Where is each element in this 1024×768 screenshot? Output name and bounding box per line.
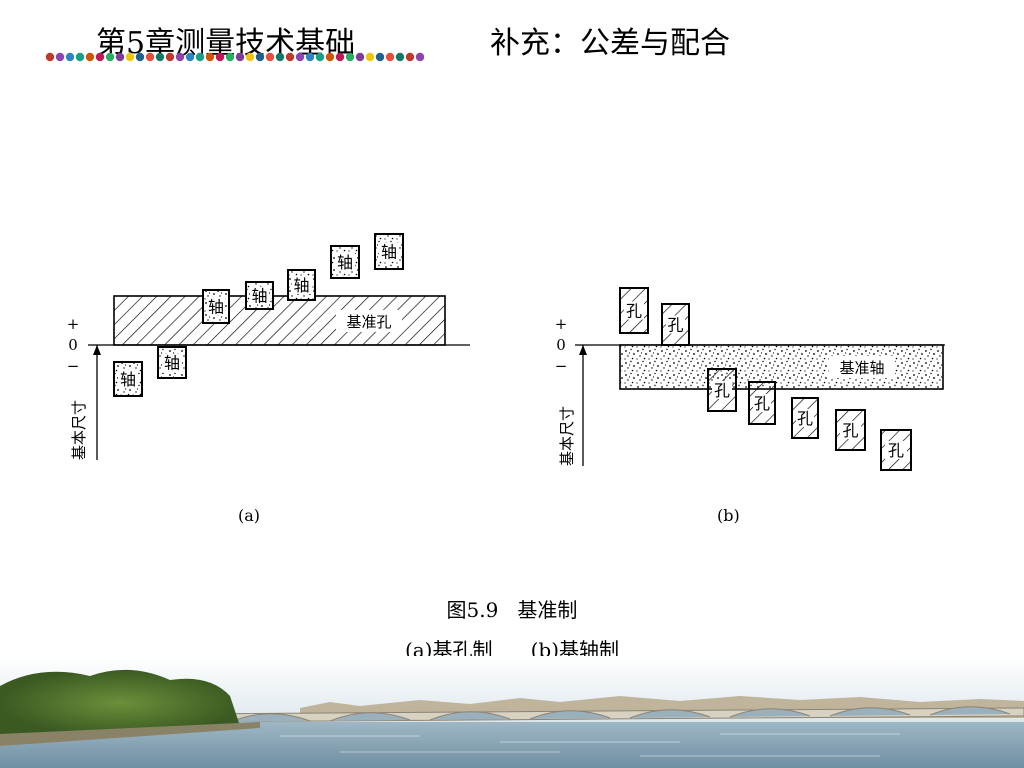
decorative-dot bbox=[155, 52, 165, 62]
shaft-tolerance-box-label: 轴 bbox=[251, 287, 267, 306]
axis-arrow bbox=[93, 345, 101, 355]
decorative-dot bbox=[115, 52, 125, 62]
decorative-dot bbox=[45, 52, 55, 62]
figure-a-label: (a) bbox=[238, 506, 261, 525]
hole-tolerance-box: 孔 bbox=[791, 397, 819, 439]
hole-tolerance-box-label: 孔 bbox=[888, 441, 904, 460]
decorative-dot bbox=[395, 52, 405, 62]
hole-tolerance-box-label: 孔 bbox=[797, 409, 813, 428]
decorative-dot bbox=[355, 52, 365, 62]
decorative-dot bbox=[325, 52, 335, 62]
shaft-tolerance-box-label: 轴 bbox=[120, 370, 136, 389]
shaft-tolerance-box: 轴 bbox=[202, 289, 230, 324]
bridge-landscape-banner bbox=[0, 656, 1024, 768]
hole-tolerance-box-label: 孔 bbox=[714, 381, 730, 400]
axis-minus-sign: − bbox=[67, 357, 80, 375]
axis-zero-label: 0 bbox=[68, 336, 78, 354]
decorative-dot bbox=[275, 52, 285, 62]
decorative-dot bbox=[65, 52, 75, 62]
figure-caption-title: 图5.9 基准制 bbox=[446, 598, 578, 622]
shaft-tolerance-box-label: 轴 bbox=[293, 276, 309, 295]
decorative-dot bbox=[185, 52, 195, 62]
decorative-dot bbox=[295, 52, 305, 62]
hole-tolerance-box: 孔 bbox=[880, 429, 912, 471]
decorative-dot bbox=[405, 52, 415, 62]
decorative-dot bbox=[365, 52, 375, 62]
decorative-dot bbox=[375, 52, 385, 62]
datum-hole-label-bg bbox=[336, 310, 402, 332]
decorative-dot bbox=[305, 52, 315, 62]
decorative-dot bbox=[225, 52, 235, 62]
figure-b-label: (b) bbox=[717, 506, 740, 525]
shaft-tolerance-box-label: 轴 bbox=[164, 354, 180, 373]
axis-arrow bbox=[579, 345, 587, 355]
decorative-dot bbox=[255, 52, 265, 62]
shaft-tolerance-box-label: 轴 bbox=[381, 243, 397, 262]
decorative-dot bbox=[315, 52, 325, 62]
decorative-dot bbox=[105, 52, 115, 62]
section-title: 补充：公差与配合 bbox=[490, 26, 730, 61]
axis-title: 基本尺寸 bbox=[70, 400, 88, 460]
decorative-dot bbox=[285, 52, 295, 62]
axis-zero-label: 0 bbox=[556, 336, 566, 354]
decorative-dot bbox=[125, 52, 135, 62]
decorative-dot bbox=[205, 52, 215, 62]
decorative-dot bbox=[385, 52, 395, 62]
decorative-dot bbox=[345, 52, 355, 62]
hole-tolerance-box-label: 孔 bbox=[667, 316, 683, 335]
datum-hole-label: 基准孔 bbox=[346, 313, 391, 331]
decorative-dot bbox=[95, 52, 105, 62]
hole-tolerance-box: 孔 bbox=[619, 287, 649, 334]
shaft-tolerance-box: 轴 bbox=[245, 281, 274, 310]
water-reflections bbox=[280, 733, 900, 757]
decorative-dot bbox=[175, 52, 185, 62]
shaft-tolerance-box: 轴 bbox=[157, 346, 187, 379]
hole-tolerance-box: 孔 bbox=[748, 381, 776, 425]
axis-title: 基本尺寸 bbox=[558, 406, 576, 466]
hole-tolerance-box: 孔 bbox=[835, 409, 866, 451]
shaft-tolerance-box: 轴 bbox=[287, 269, 316, 301]
datum-shaft-label-bg bbox=[829, 356, 895, 378]
decorative-dot bbox=[235, 52, 245, 62]
shaft-tolerance-box-label: 轴 bbox=[208, 298, 224, 317]
hole-tolerance-box: 孔 bbox=[661, 303, 690, 346]
decorative-dot bbox=[195, 52, 205, 62]
decorative-dot bbox=[245, 52, 255, 62]
decorative-dot bbox=[85, 52, 95, 62]
decorative-dot bbox=[145, 52, 155, 62]
decorative-dot bbox=[75, 52, 85, 62]
decorative-dot bbox=[55, 52, 65, 62]
axis-plus-sign: + bbox=[67, 315, 80, 333]
shaft-tolerance-box: 轴 bbox=[374, 233, 404, 270]
hole-tolerance-box: 孔 bbox=[707, 368, 737, 412]
decorative-dot bbox=[335, 52, 345, 62]
hole-tolerance-box-label: 孔 bbox=[842, 421, 858, 440]
bridge-arches bbox=[229, 706, 1011, 723]
decorative-dot bbox=[165, 52, 175, 62]
shaft-tolerance-box: 轴 bbox=[330, 245, 360, 279]
axis-minus-sign: − bbox=[555, 357, 568, 375]
shaft-tolerance-box: 轴 bbox=[113, 361, 143, 397]
decorative-dot bbox=[135, 52, 145, 62]
decorative-dot bbox=[215, 52, 225, 62]
decorative-dot-row bbox=[45, 52, 424, 62]
axis-plus-sign: + bbox=[555, 315, 568, 333]
hole-tolerance-box-label: 孔 bbox=[626, 302, 642, 321]
decorative-dot bbox=[265, 52, 275, 62]
shaft-tolerance-box-label: 轴 bbox=[337, 253, 353, 272]
riverbank-trees bbox=[0, 669, 240, 736]
decorative-dot bbox=[415, 52, 424, 62]
datum-shaft-label: 基准轴 bbox=[839, 359, 884, 377]
riverbank bbox=[0, 722, 260, 746]
hole-tolerance-box-label: 孔 bbox=[754, 394, 770, 413]
